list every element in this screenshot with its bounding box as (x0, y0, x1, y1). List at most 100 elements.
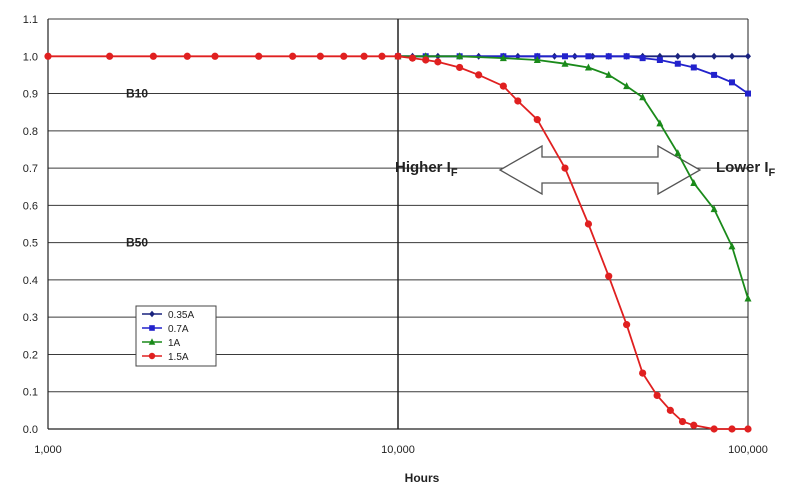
legend-label: 1.5A (168, 352, 189, 363)
data-point (728, 79, 735, 86)
x-tick-label: 10,000 (381, 444, 415, 456)
data-point (623, 82, 631, 90)
data-point (711, 71, 718, 78)
data-point (605, 272, 613, 280)
data-point (434, 58, 442, 66)
x-tick-label: 1,000 (34, 444, 62, 456)
data-point (656, 119, 664, 127)
data-point (728, 52, 735, 60)
data-point (422, 56, 430, 64)
data-point (666, 406, 674, 414)
data-point (316, 52, 324, 60)
y-tick-label: 0.8 (23, 126, 38, 138)
data-point (585, 53, 592, 60)
annotation-lower-main: Lower I (716, 159, 769, 176)
series-line (398, 55, 749, 95)
series-0.7A (395, 53, 751, 97)
data-point (710, 425, 718, 433)
annotation-lower: Lower IF (716, 159, 776, 179)
series-1.5A (44, 52, 752, 433)
data-point (533, 116, 541, 124)
data-point (639, 93, 647, 101)
y-tick-label: 0.1 (23, 387, 38, 399)
series-line (398, 55, 749, 299)
data-point (584, 63, 592, 71)
data-point (744, 425, 752, 433)
y-tick-label: 0.3 (23, 312, 38, 324)
data-point (255, 52, 263, 60)
y-tick-label: 1.1 (23, 14, 38, 26)
y-tick-label: 1.0 (23, 51, 38, 63)
data-point (499, 82, 507, 90)
data-point (728, 425, 736, 433)
reference-label: B10 (126, 87, 148, 101)
data-point (211, 52, 219, 60)
y-tick-label: 0.4 (23, 275, 38, 287)
data-point (656, 57, 663, 63)
data-point (499, 54, 507, 62)
data-point (690, 64, 697, 71)
data-point (639, 55, 646, 62)
legend-label: 1A (168, 338, 181, 349)
y-tick-label: 0.0 (23, 424, 38, 436)
legend-marker (148, 338, 156, 345)
data-point (690, 421, 698, 429)
data-point (561, 164, 569, 172)
legend-marker (149, 310, 155, 318)
reference-label: B50 (126, 236, 148, 250)
y-tick-label: 0.7 (23, 163, 38, 175)
data-point (561, 59, 569, 67)
data-point (690, 179, 698, 186)
annotation-higher-sub: F (451, 167, 458, 179)
legend-marker (148, 352, 156, 360)
double-arrow-shape (498, 144, 702, 196)
data-point (456, 52, 464, 60)
data-point (106, 52, 114, 60)
data-point (711, 52, 718, 60)
annotation-higher-main: Higher I (395, 159, 451, 176)
data-point (475, 71, 483, 79)
data-point (584, 220, 593, 228)
data-point (623, 321, 631, 329)
annotation-lower-sub: F (769, 167, 776, 179)
data-point (605, 70, 613, 78)
data-point (728, 242, 736, 250)
legend-marker (149, 325, 155, 331)
data-point (678, 417, 687, 426)
data-point (710, 205, 718, 213)
legend-label: 0.7A (168, 324, 189, 335)
tick-labels: 0.0 0.1 0.2 0.3 0.4 0.5 0.6 0.7 0.8 0.9 1.0 1.1 1,00… (23, 14, 768, 485)
y-tick-label: 0.9 (23, 89, 38, 101)
legend-label: 0.35A (168, 310, 194, 321)
data-point (653, 391, 661, 400)
y-tick-label: 0.2 (23, 349, 38, 361)
axes (47, 19, 749, 430)
data-point (533, 56, 541, 63)
data-point (745, 52, 751, 60)
data-point (674, 60, 681, 67)
data-point (561, 53, 568, 60)
data-point (639, 369, 647, 377)
legend: 0.35A 0.7A 1A 1.5A (135, 305, 217, 367)
annotation-higher: Higher IF (395, 159, 458, 179)
series-1A (394, 52, 752, 302)
data-point (289, 52, 297, 60)
series (44, 52, 752, 433)
data-point (674, 52, 681, 60)
data-point (745, 90, 751, 97)
data-point (744, 294, 752, 302)
data-point (360, 52, 368, 60)
data-point (623, 53, 630, 60)
data-point (514, 97, 522, 105)
double-arrow: Higher IF Lower IF (395, 144, 776, 196)
data-point (674, 149, 682, 157)
data-point (408, 54, 417, 62)
reference-labels: B10 B50 (126, 87, 148, 250)
data-point (456, 63, 464, 72)
data-point (378, 52, 386, 60)
x-axis-label: Hours (405, 471, 440, 485)
data-point (605, 53, 612, 60)
data-point (44, 52, 52, 60)
data-point (394, 52, 402, 60)
